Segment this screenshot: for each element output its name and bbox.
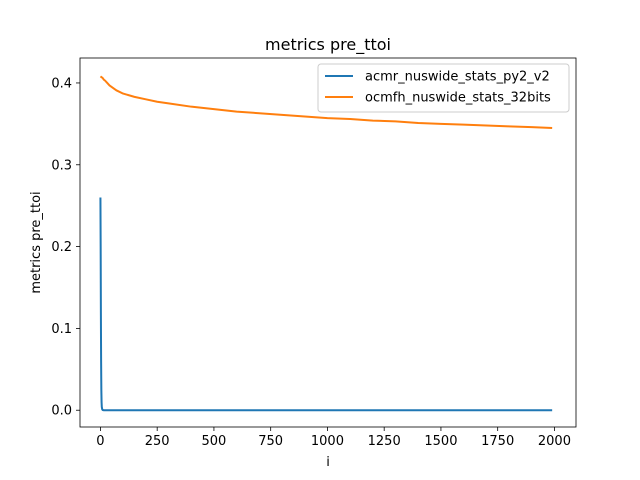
x-tick-label: 0 (96, 434, 104, 449)
y-tick-label: 0.3 (51, 158, 72, 173)
series-line-2 (99, 75, 553, 129)
y-axis-ticks: 0.0 0.1 0.2 0.3 0.4 (51, 76, 80, 419)
legend: acmr_nuswide_stats_py2_v2 ocmfh_nuswide_s… (317, 63, 570, 113)
x-tick-label: 500 (202, 434, 227, 449)
legend-box (317, 63, 570, 113)
x-tick-label: 1000 (311, 434, 344, 449)
legend-label: ocmfh_nuswide_stats_32bits (365, 91, 551, 106)
x-tick-label: 1750 (481, 434, 514, 449)
plot-lines (99, 75, 553, 412)
x-tick-label: 750 (258, 434, 283, 449)
x-tick-label: 1500 (424, 434, 457, 449)
y-tick-label: 0.1 (51, 322, 72, 337)
x-tick-label: 1250 (368, 434, 401, 449)
legend-label: acmr_nuswide_stats_py2_v2 (365, 70, 550, 85)
plot-frame (79, 57, 577, 428)
x-axis-ticks: 0 250 500 750 1000 1250 1500 1750 2000 (96, 427, 571, 449)
x-axis-label: i (326, 455, 330, 470)
y-tick-label: 0.4 (51, 76, 72, 91)
chart-title: metrics pre_ttoi (265, 35, 391, 55)
series-line-1 (99, 197, 553, 412)
y-tick-label: 0.0 (51, 404, 72, 419)
x-tick-label: 2000 (538, 434, 571, 449)
y-tick-label: 0.2 (51, 240, 72, 255)
y-axis-label: metrics pre_ttoi (29, 191, 44, 293)
x-tick-label: 250 (145, 434, 170, 449)
